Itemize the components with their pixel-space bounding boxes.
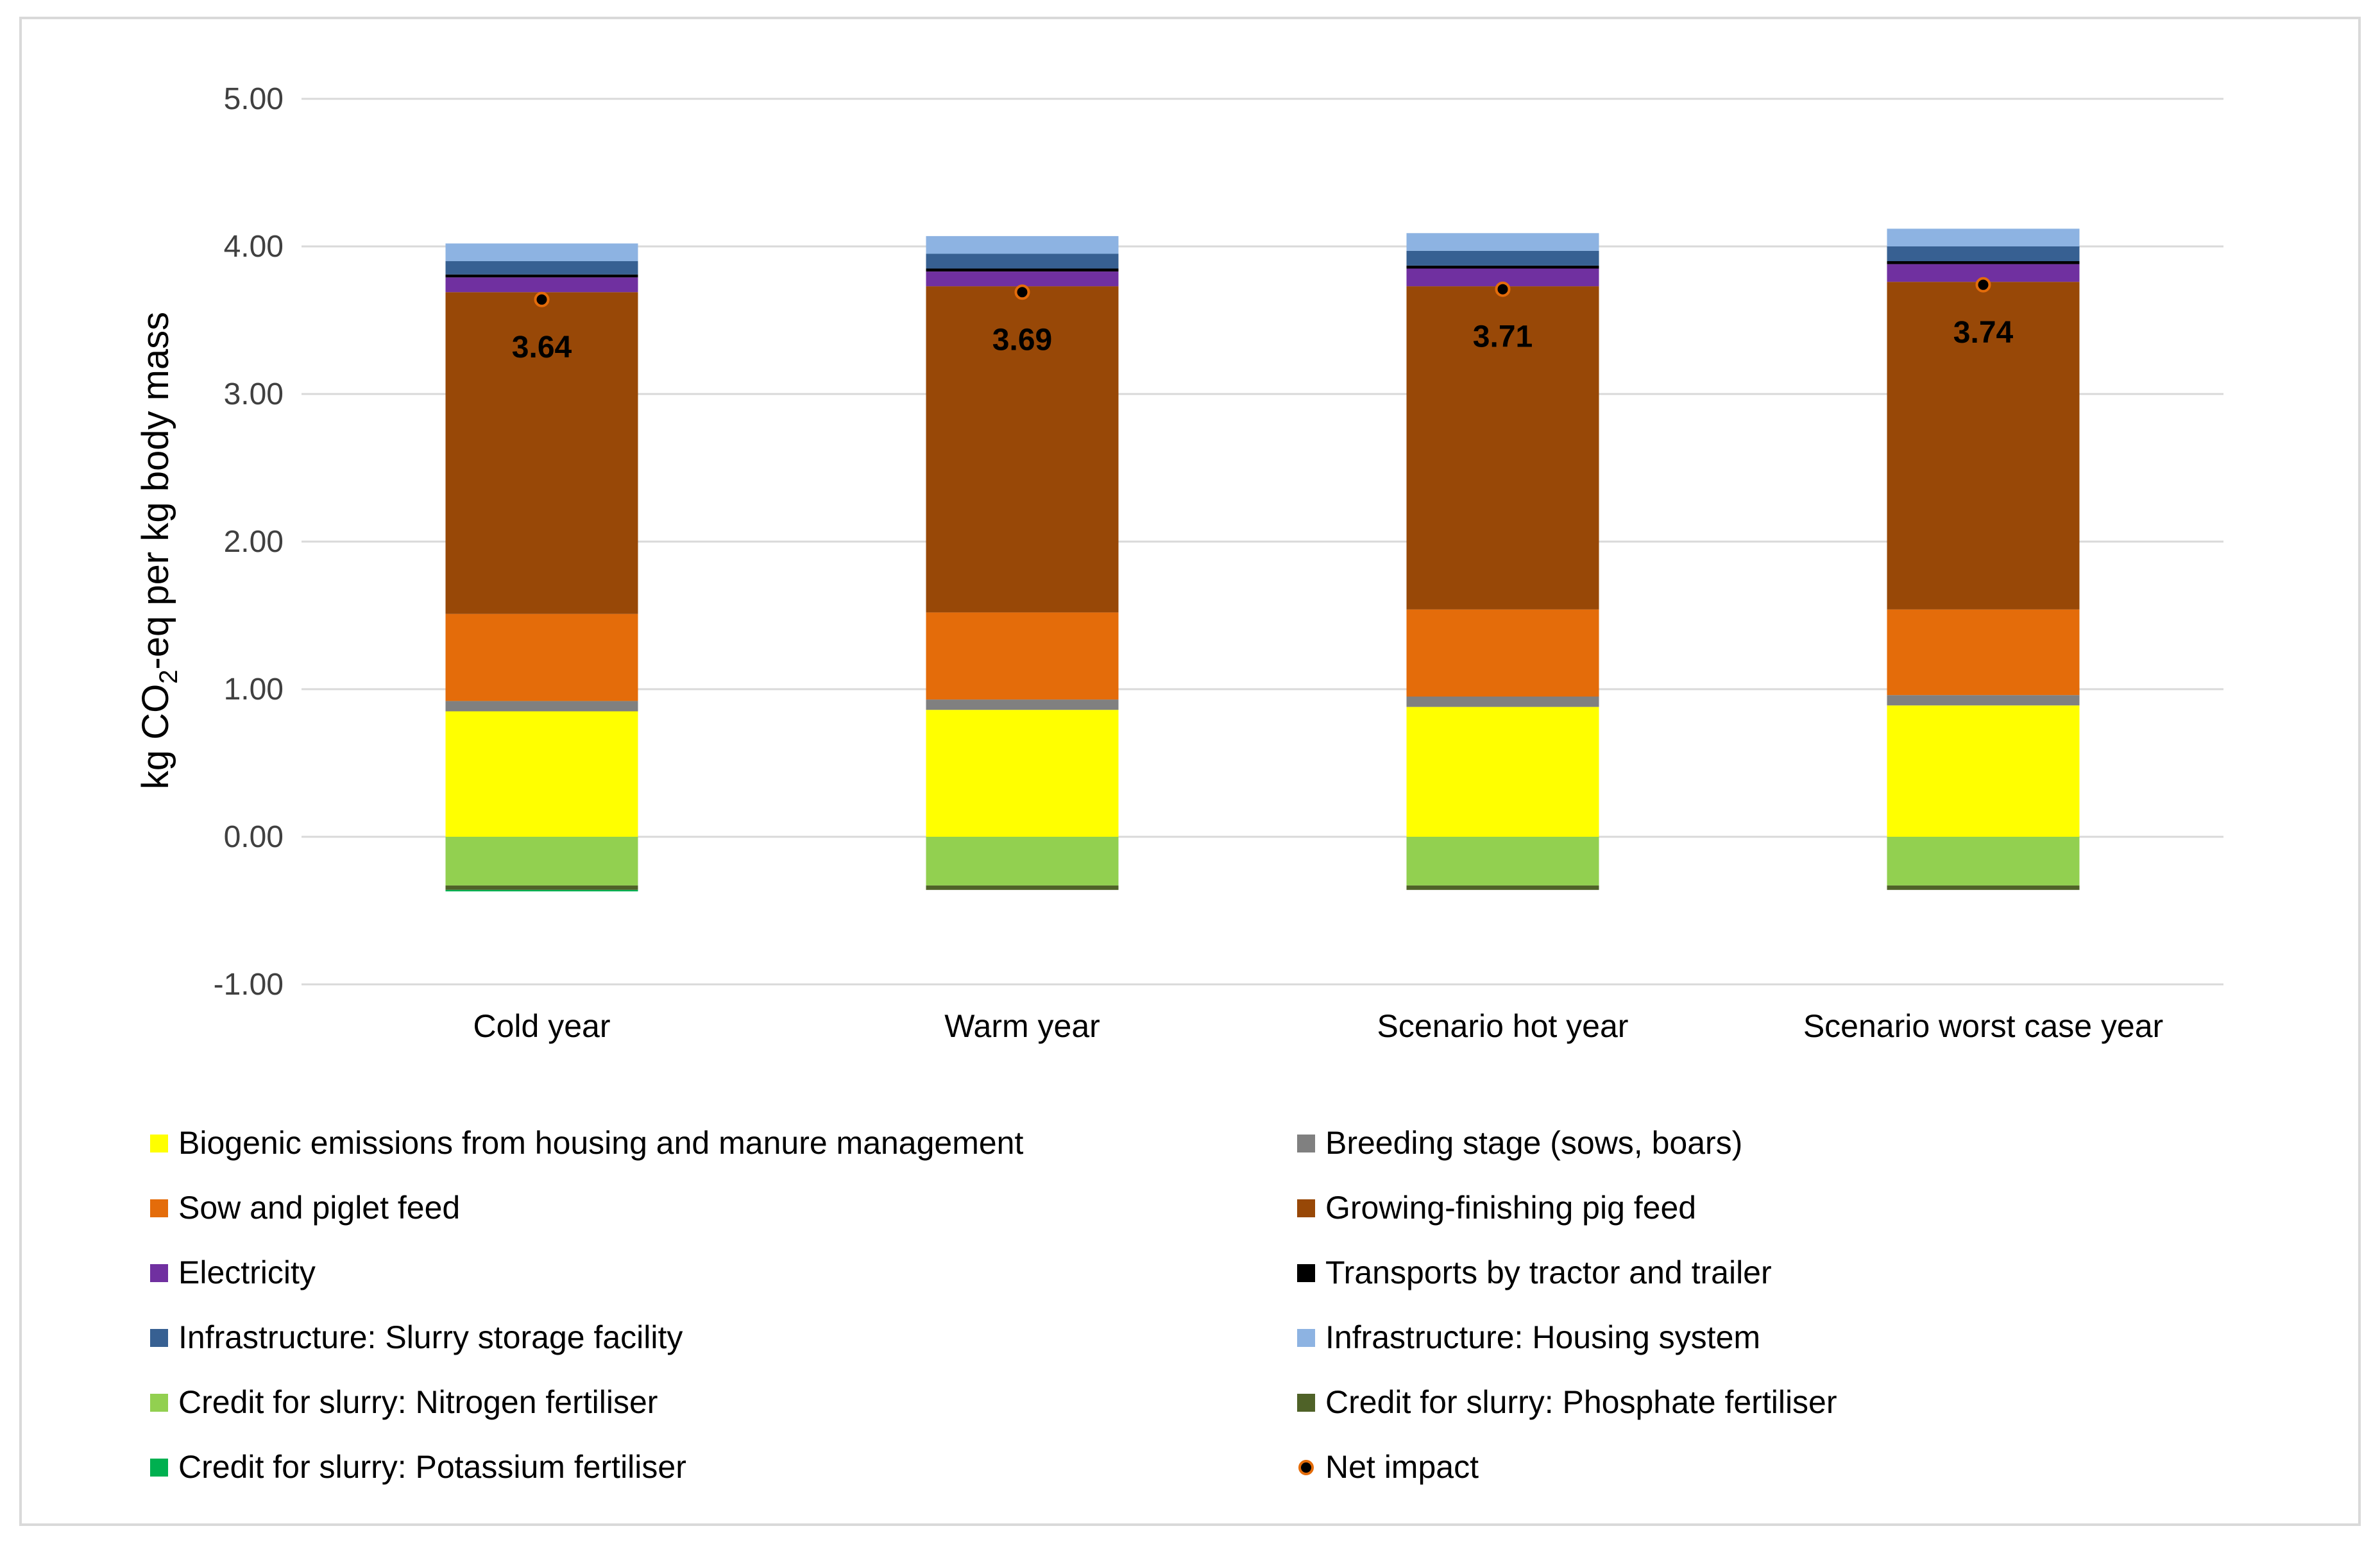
legend-swatch [150, 1394, 168, 1412]
category-label: Scenario worst case year [1803, 1008, 2163, 1044]
y-tick-label: 3.00 [224, 377, 284, 411]
legend-label: Infrastructure: Slurry storage facility [178, 1319, 683, 1355]
y-tick-label: 2.00 [224, 525, 284, 559]
net-impact-label: 3.74 [1953, 316, 2014, 350]
bar-segment [1406, 233, 1599, 251]
legend-label: Credit for slurry: Phosphate fertiliser [1325, 1384, 1837, 1420]
category-labels: Cold year Warm year Scenario hot year Scena… [473, 1008, 2164, 1044]
bar-segment [445, 711, 638, 837]
net-impact-markers: 3.64 3.69 3.71 3.74 [512, 277, 2014, 364]
legend-swatch [150, 1264, 168, 1282]
bar-segment [1406, 707, 1599, 837]
bar-segment [445, 613, 638, 701]
legend-swatch [1297, 1199, 1315, 1217]
bar-segment [1406, 885, 1599, 890]
bar-segment [445, 885, 638, 890]
legend-label: Breeding stage (sows, boars) [1325, 1125, 1742, 1161]
legend-label: Sow and piglet feed [178, 1190, 460, 1226]
legend-swatch [150, 1135, 168, 1152]
bar-segment [1887, 837, 2080, 886]
bar-segment [1887, 885, 2080, 890]
bar-segment [1887, 261, 2080, 264]
bar-segment [445, 889, 638, 892]
bar-segment [926, 885, 1119, 890]
bar-segment [445, 261, 638, 275]
bars [445, 228, 2080, 892]
y-tick-label: -1.00 [214, 968, 284, 1002]
bar-segment [1406, 837, 1599, 886]
y-axis-label: kg CO2-eq per kg body mass [135, 312, 183, 789]
y-axis-ticks: 5.00 4.00 3.00 2.00 1.00 0.00 -1.00 [214, 82, 284, 1002]
bar-segment [926, 837, 1119, 886]
y-tick-label: 0.00 [224, 820, 284, 854]
net-impact-point [1975, 277, 1991, 293]
legend-marker [1298, 1460, 1314, 1475]
y-tick-label: 4.00 [224, 230, 284, 264]
y-axis-label-rest: -eq per kg body mass [135, 312, 176, 670]
bar-segment [926, 236, 1119, 254]
bar-segment [445, 701, 638, 712]
net-impact-point [1495, 281, 1511, 297]
legend-label: Net impact [1325, 1449, 1479, 1485]
legend-swatch [150, 1459, 168, 1477]
legend-label: Credit for slurry: Nitrogen fertiliser [178, 1384, 658, 1420]
legend-label: Transports by tractor and trailer [1325, 1255, 1772, 1290]
bar-segment [1406, 696, 1599, 707]
legend-swatch [1297, 1264, 1315, 1282]
bar-segment [1887, 609, 2080, 696]
legend-swatch [1297, 1394, 1315, 1412]
net-impact-point [534, 291, 550, 307]
bar-segment [1406, 250, 1599, 266]
chart-frame: 5.00 4.00 3.00 2.00 1.00 0.00 -1.00 3.64 3.69 3.… [19, 17, 2361, 1526]
bar-segment [1887, 228, 2080, 246]
bar-segment [445, 292, 638, 614]
bar-segment [1887, 695, 2080, 706]
legend-label: Credit for slurry: Potassium fertiliser [178, 1449, 686, 1485]
legend-label: Infrastructure: Housing system [1325, 1319, 1760, 1355]
category-label: Warm year [944, 1008, 1100, 1044]
legend-swatch [150, 1329, 168, 1347]
category-label: Cold year [473, 1008, 611, 1044]
bar-segment [1887, 246, 2080, 261]
bar-segment [1406, 265, 1599, 269]
bar-segment [445, 837, 638, 886]
bar-segment [1887, 705, 2080, 837]
bar-segment [926, 699, 1119, 710]
y-axis-label-main: kg CO [135, 684, 176, 789]
category-label: Scenario hot year [1377, 1008, 1629, 1044]
bar-segment [926, 271, 1119, 287]
bar-segment [926, 286, 1119, 613]
stacked-bar-chart: 5.004.003.002.001.000.00-1.00 3.64 3.69 3.… [135, 82, 2223, 1485]
legend-label: Biogenic emissions from housing and manu… [178, 1125, 1023, 1161]
net-impact-label: 3.69 [992, 323, 1052, 357]
y-tick-label: 1.00 [224, 672, 284, 707]
legend-swatch [1297, 1329, 1315, 1347]
bar-segment [1406, 609, 1599, 697]
net-impact-label: 3.64 [512, 330, 572, 364]
legend-swatch [1297, 1135, 1315, 1152]
y-axis-label-subscript: 2 [155, 670, 183, 684]
y-tick-label: 5.00 [224, 82, 284, 116]
bar-segment [1887, 282, 2080, 610]
bar-segment [445, 243, 638, 261]
net-impact-point [1014, 284, 1030, 300]
legend-label: Electricity [178, 1255, 316, 1290]
bar-segment [926, 710, 1119, 837]
bar-segment [926, 612, 1119, 700]
legend: Biogenic emissions from housing and manu… [150, 1125, 1837, 1485]
legend-label: Growing-finishing pig feed [1325, 1190, 1696, 1226]
net-impact-label: 3.71 [1473, 320, 1533, 354]
bar-segment [445, 277, 638, 293]
legend-swatch [150, 1199, 168, 1217]
bar-segment [1406, 286, 1599, 610]
bar-segment [445, 274, 638, 278]
bar-segment [926, 253, 1119, 269]
bar-segment [926, 268, 1119, 272]
